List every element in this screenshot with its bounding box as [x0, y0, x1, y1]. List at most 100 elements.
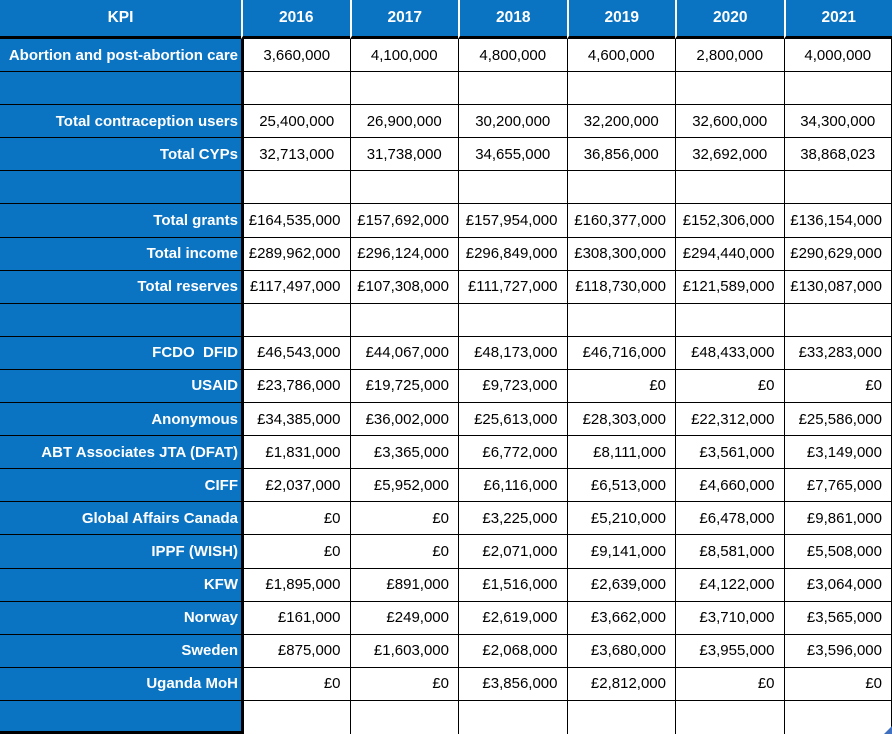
value-cell[interactable]: [566, 72, 675, 106]
value-cell[interactable]: £3,064,000: [783, 568, 892, 602]
value-cell[interactable]: £3,149,000: [783, 436, 892, 470]
value-cell[interactable]: [241, 700, 350, 734]
value-cell[interactable]: £152,306,000: [675, 204, 784, 238]
kpi-label-cell[interactable]: Anonymous: [0, 403, 241, 437]
value-cell[interactable]: [458, 303, 567, 337]
value-cell[interactable]: 30,200,000: [458, 105, 567, 139]
value-cell[interactable]: £46,543,000: [241, 336, 350, 370]
value-cell[interactable]: [566, 171, 675, 205]
value-cell[interactable]: 38,868,023: [783, 138, 892, 172]
value-cell[interactable]: £2,068,000: [458, 634, 567, 668]
value-cell[interactable]: £290,629,000: [783, 237, 892, 271]
value-cell[interactable]: £160,377,000: [566, 204, 675, 238]
value-cell[interactable]: [675, 171, 784, 205]
value-cell[interactable]: 4,800,000: [458, 39, 567, 73]
value-cell[interactable]: £8,111,000: [566, 436, 675, 470]
value-cell[interactable]: £0: [675, 667, 784, 701]
value-cell[interactable]: £9,861,000: [783, 502, 892, 536]
value-cell[interactable]: 4,100,000: [349, 39, 458, 73]
value-cell[interactable]: £0: [349, 667, 458, 701]
value-cell[interactable]: [566, 700, 675, 734]
value-cell[interactable]: £5,952,000: [349, 469, 458, 503]
value-cell[interactable]: £6,513,000: [566, 469, 675, 503]
value-cell[interactable]: £157,692,000: [349, 204, 458, 238]
value-cell[interactable]: £8,581,000: [675, 535, 784, 569]
value-cell[interactable]: 4,600,000: [566, 39, 675, 73]
value-cell[interactable]: [675, 700, 784, 734]
value-cell[interactable]: £118,730,000: [566, 270, 675, 304]
value-cell[interactable]: £117,497,000: [241, 270, 350, 304]
value-cell[interactable]: £3,565,000: [783, 601, 892, 635]
kpi-label-cell[interactable]: Total contraception users: [0, 105, 241, 139]
value-cell[interactable]: £33,283,000: [783, 336, 892, 370]
value-cell[interactable]: £3,365,000: [349, 436, 458, 470]
kpi-label-cell[interactable]: Total reserves: [0, 270, 241, 304]
value-cell[interactable]: £6,772,000: [458, 436, 567, 470]
value-cell[interactable]: 32,692,000: [675, 138, 784, 172]
value-cell[interactable]: 34,655,000: [458, 138, 567, 172]
value-cell[interactable]: £4,660,000: [675, 469, 784, 503]
kpi-label-cell[interactable]: ABT Associates JTA (DFAT): [0, 436, 241, 470]
value-cell[interactable]: £25,586,000: [783, 403, 892, 437]
value-cell[interactable]: £2,812,000: [566, 667, 675, 701]
value-cell[interactable]: [783, 171, 892, 205]
value-cell[interactable]: £4,122,000: [675, 568, 784, 602]
value-cell[interactable]: [566, 303, 675, 337]
value-cell[interactable]: [349, 700, 458, 734]
kpi-label-cell[interactable]: CIFF: [0, 469, 241, 503]
value-cell[interactable]: [349, 72, 458, 106]
value-cell[interactable]: £107,308,000: [349, 270, 458, 304]
value-cell[interactable]: £44,067,000: [349, 336, 458, 370]
value-cell[interactable]: £0: [241, 502, 350, 536]
value-cell[interactable]: £296,124,000: [349, 237, 458, 271]
value-cell[interactable]: [675, 303, 784, 337]
value-cell[interactable]: £46,716,000: [566, 336, 675, 370]
value-cell[interactable]: [349, 171, 458, 205]
value-cell[interactable]: £25,613,000: [458, 403, 567, 437]
value-cell[interactable]: £2,037,000: [241, 469, 350, 503]
value-cell[interactable]: [458, 72, 567, 106]
value-cell[interactable]: 31,738,000: [349, 138, 458, 172]
value-cell[interactable]: £19,725,000: [349, 369, 458, 404]
value-cell[interactable]: £48,173,000: [458, 336, 567, 370]
value-cell[interactable]: £2,639,000: [566, 568, 675, 602]
value-cell[interactable]: £0: [783, 667, 892, 701]
kpi-label-cell[interactable]: Sweden: [0, 634, 241, 668]
value-cell[interactable]: 34,300,000: [783, 105, 892, 139]
value-cell[interactable]: £130,087,000: [783, 270, 892, 304]
value-cell[interactable]: [458, 171, 567, 205]
value-cell[interactable]: £3,596,000: [783, 634, 892, 668]
value-cell[interactable]: £9,141,000: [566, 535, 675, 569]
value-cell[interactable]: 32,600,000: [675, 105, 784, 139]
value-cell[interactable]: £3,856,000: [458, 667, 567, 701]
value-cell[interactable]: [349, 303, 458, 337]
value-cell[interactable]: £6,478,000: [675, 502, 784, 536]
value-cell[interactable]: £3,680,000: [566, 634, 675, 668]
header-year[interactable]: 2017: [349, 0, 458, 39]
value-cell[interactable]: £1,895,000: [241, 568, 350, 602]
value-cell[interactable]: £6,116,000: [458, 469, 567, 503]
value-cell[interactable]: 32,713,000: [241, 138, 350, 172]
kpi-label-cell[interactable]: Total income: [0, 237, 241, 271]
value-cell[interactable]: £3,710,000: [675, 601, 784, 635]
header-year[interactable]: 2021: [783, 0, 892, 39]
value-cell[interactable]: £0: [241, 535, 350, 569]
value-cell[interactable]: 4,000,000: [783, 39, 892, 73]
value-cell[interactable]: [241, 171, 350, 205]
value-cell[interactable]: [783, 700, 892, 734]
kpi-label-cell[interactable]: Abortion and post-abortion care: [0, 39, 241, 73]
value-cell[interactable]: £111,727,000: [458, 270, 567, 304]
value-cell[interactable]: £121,589,000: [675, 270, 784, 304]
fill-handle-icon[interactable]: [884, 726, 892, 734]
value-cell[interactable]: 25,400,000: [241, 105, 350, 139]
value-cell[interactable]: 3,660,000: [241, 39, 350, 73]
header-year[interactable]: 2020: [675, 0, 784, 39]
kpi-label-cell[interactable]: IPPF (WISH): [0, 535, 241, 569]
kpi-label-cell[interactable]: [0, 72, 241, 106]
value-cell[interactable]: £0: [349, 502, 458, 536]
kpi-label-cell[interactable]: [0, 171, 241, 205]
value-cell[interactable]: £294,440,000: [675, 237, 784, 271]
value-cell[interactable]: £161,000: [241, 601, 350, 635]
value-cell[interactable]: £308,300,000: [566, 237, 675, 271]
value-cell[interactable]: £875,000: [241, 634, 350, 668]
